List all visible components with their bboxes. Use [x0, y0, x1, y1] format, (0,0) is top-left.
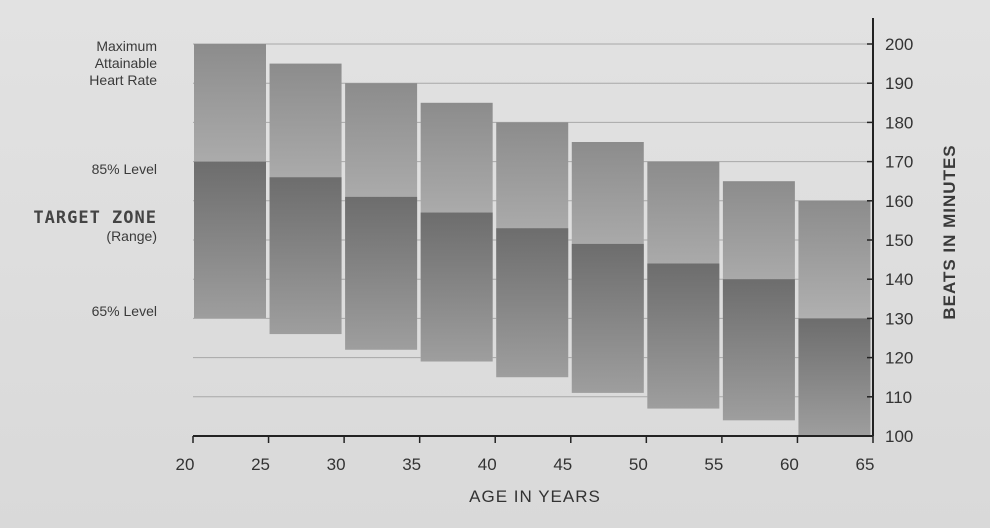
x-axis-title: AGE IN YEARS	[469, 487, 601, 506]
target-zone-title: TARGET ZONE	[33, 208, 157, 228]
y-tick-label-140: 140	[885, 270, 913, 289]
x-tick-label-60: 60	[780, 455, 799, 474]
max-label-line-1: Maximum	[96, 38, 157, 54]
target-zone-bar-45	[571, 243, 644, 393]
y-tick-label-150: 150	[885, 231, 913, 250]
y-tick-label-110: 110	[885, 388, 912, 407]
x-tick-label-30: 30	[327, 455, 346, 474]
y-tick-label-130: 130	[885, 309, 913, 328]
y-tick-label-180: 180	[885, 113, 913, 132]
target-zone-bar-40	[496, 228, 569, 378]
axes: 20 25 30 35 40 45 50 55 60 65 100 110 120 130 140 150 16…	[176, 18, 913, 474]
target-zone-bar-20	[194, 161, 266, 319]
x-tick-label-50: 50	[629, 455, 648, 474]
target-zone-range: (Range)	[106, 228, 157, 244]
y-tick-label-160: 160	[885, 192, 913, 211]
x-tick-label-45: 45	[553, 455, 572, 474]
max-heart-rate-label: Maximum Attainable Heart Rate	[89, 38, 157, 89]
level-65-label: 65% Level	[91, 303, 157, 319]
level-85-label: 85% Level	[91, 161, 157, 177]
target-zone-bar-35	[420, 212, 493, 362]
target-zone-bar-25	[269, 177, 342, 335]
x-tick-label-65: 65	[856, 455, 875, 474]
x-tick-label-25: 25	[251, 455, 270, 474]
y-tick-label-100: 100	[885, 427, 913, 446]
x-tick-label-20: 20	[176, 455, 195, 474]
target-zone-bar-30	[345, 196, 418, 350]
max-label-line-3: Heart Rate	[89, 72, 157, 88]
target-zone-bar-50	[647, 263, 720, 409]
y-tick-label-120: 120	[885, 349, 913, 368]
x-tick-label-55: 55	[704, 455, 723, 474]
y-axis-title: BEATS IN MINUTES	[940, 144, 959, 320]
y-tick-label-190: 190	[885, 74, 913, 93]
target-zone-bar-55	[722, 279, 795, 421]
y-tick-label-200: 200	[885, 35, 913, 54]
bars	[194, 44, 871, 436]
target-zone-bar-60	[798, 318, 871, 436]
target-zone-label: TARGET ZONE (Range)	[33, 209, 157, 245]
x-tick-label-40: 40	[478, 455, 497, 474]
y-tick-label-170: 170	[885, 153, 913, 172]
max-label-line-2: Attainable	[94, 55, 157, 71]
x-tick-label-35: 35	[402, 455, 421, 474]
